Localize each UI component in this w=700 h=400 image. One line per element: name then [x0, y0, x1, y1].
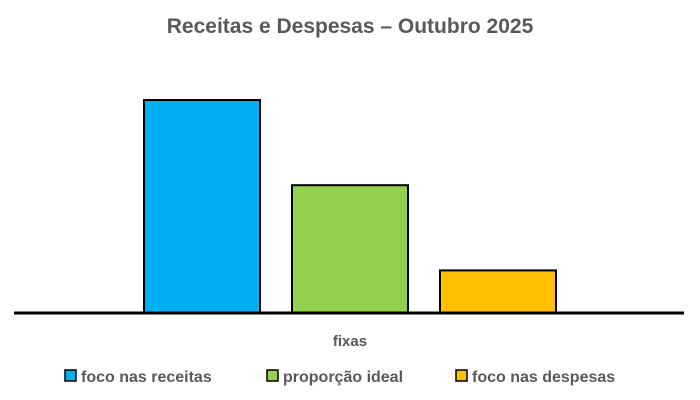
legend-swatch: [455, 369, 468, 382]
chart-title: Receitas e Despesas – Outubro 2025: [167, 15, 534, 38]
bars-layer: [143, 99, 557, 314]
legend-label: proporção ideal: [283, 369, 403, 386]
legend-swatch: [64, 369, 77, 382]
category-label: fixas: [333, 333, 367, 350]
legend-label: foco nas despesas: [472, 369, 615, 386]
legend-label: foco nas receitas: [81, 369, 212, 386]
bar-foco-nas-despesas: [439, 269, 557, 314]
bar-foco-nas-receitas: [143, 99, 261, 314]
legend: foco nas receitas proporção ideal foco nas…: [64, 369, 615, 386]
bar-proporção-ideal: [291, 184, 409, 314]
legend-swatch: [266, 369, 279, 382]
